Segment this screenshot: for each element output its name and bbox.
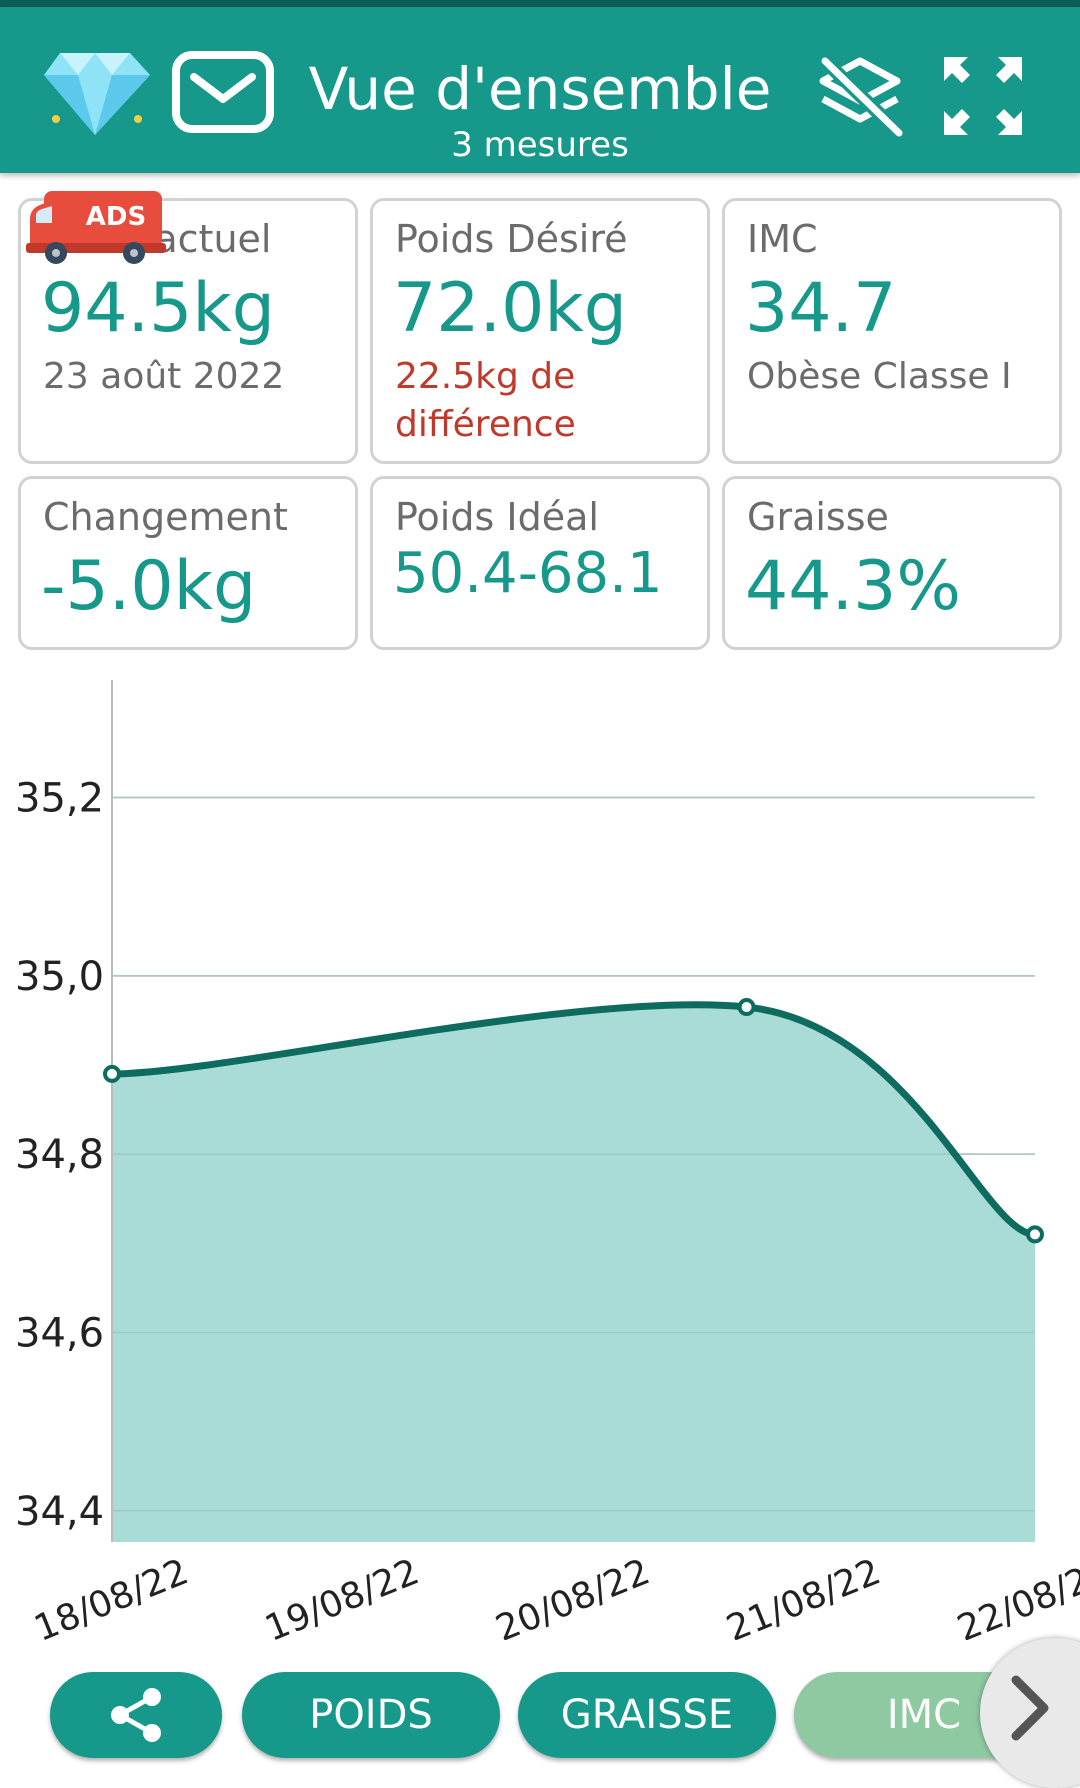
data-point	[103, 1064, 121, 1083]
data-point	[1026, 1225, 1044, 1244]
no-ads-icon[interactable]	[815, 53, 905, 139]
bmi-chart: 34,4 34,6 34,8 35,0 35,2 18/08/22 19/08/22 20/0…	[15, 680, 1080, 1640]
card-label: Poids Idéal	[395, 495, 599, 539]
difference-line-2: différence	[395, 404, 576, 445]
series-line	[108, 1001, 1039, 1238]
fullscreen-icon[interactable]	[942, 55, 1024, 137]
card-value: -5.0kg	[41, 547, 257, 626]
card-value: 94.5kg	[41, 269, 275, 348]
card-difference: 22.5kg de différence	[395, 353, 576, 449]
share-button[interactable]	[50, 1672, 222, 1758]
share-icon	[111, 1688, 161, 1742]
difference-line-1: 22.5kg de	[395, 356, 576, 397]
card-date: 23 août 2022	[43, 356, 285, 397]
card-label: Graisse	[747, 495, 889, 539]
card-label: IMC	[747, 217, 818, 261]
truck-icon	[26, 191, 166, 264]
mail-icon[interactable]	[172, 51, 274, 133]
card-change[interactable]: Changement -5.0kg	[18, 476, 358, 650]
chevron-right-icon	[1011, 1675, 1049, 1741]
data-point	[737, 998, 756, 1017]
x-tick-label: 22/08/22	[952, 1551, 1080, 1640]
card-label: Poids Désiré	[395, 217, 628, 261]
card-bmi[interactable]: IMC 34.7 Obèse Classe I	[722, 198, 1062, 464]
next-button[interactable]	[980, 1638, 1080, 1788]
tab-fat-button[interactable]: GRAISSE	[518, 1672, 776, 1758]
bmi-class: Obèse Classe I	[747, 356, 1012, 397]
status-strip	[0, 0, 1080, 7]
card-value: 50.4-68.1	[393, 541, 663, 606]
card-ideal-weight[interactable]: Poids Idéal 50.4-68.1	[370, 476, 710, 650]
x-tick-label: 19/08/22	[260, 1551, 425, 1640]
y-tick-label: 35,0	[15, 954, 104, 1000]
x-tick-label: 21/08/22	[721, 1551, 886, 1640]
card-label: Changement	[43, 495, 288, 539]
measurement-count: 3 mesures	[451, 125, 629, 165]
y-tick-label: 35,2	[15, 776, 104, 822]
ads-label: ADS	[86, 202, 146, 232]
y-tick-label: 34,8	[15, 1132, 104, 1178]
card-value: 34.7	[745, 269, 897, 348]
tab-weight-button[interactable]: POIDS	[242, 1672, 500, 1758]
y-tick-label: 34,4	[15, 1489, 104, 1535]
ads-truck-badge[interactable]: ADS	[26, 185, 166, 267]
area-fill	[112, 1004, 1035, 1542]
x-tick-label: 18/08/22	[29, 1551, 194, 1640]
app-header: Vue d'ensemble 3 mesures	[0, 7, 1080, 173]
x-tick-label: 20/08/22	[490, 1551, 655, 1640]
card-value: 72.0kg	[393, 269, 627, 348]
y-tick-label: 34,6	[15, 1310, 104, 1356]
page-title: Vue d'ensemble	[308, 55, 772, 123]
diamond-icon[interactable]	[42, 47, 152, 137]
card-body-fat[interactable]: Graisse 44.3%	[722, 476, 1062, 650]
card-target-weight[interactable]: Poids Désiré 72.0kg 22.5kg de différence	[370, 198, 710, 464]
card-value: 44.3%	[745, 547, 962, 626]
